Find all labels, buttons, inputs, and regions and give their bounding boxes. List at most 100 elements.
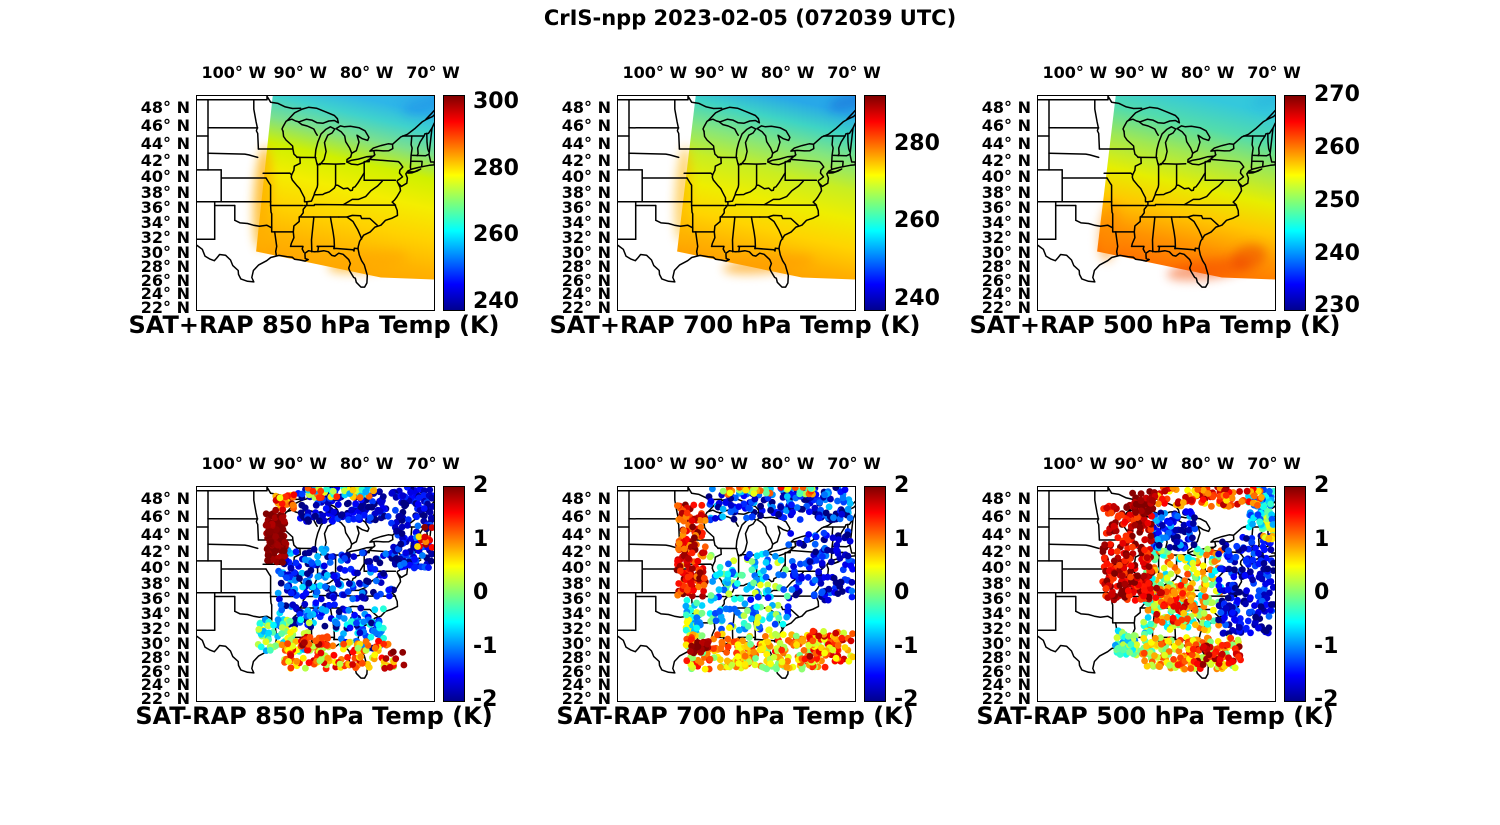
colorbar-labels: 270 260 250 240 230 [1314, 84, 1376, 317]
lat-tick-label: 44° N [981, 524, 1031, 544]
difference-dots [254, 487, 434, 673]
lat-tick-label: 46° N [981, 116, 1031, 136]
lat-tick-label: 30° N [981, 633, 1031, 653]
lat-tick-label: 38° N [140, 573, 190, 593]
lat-tick-label: 48° N [140, 98, 190, 118]
colorbar [443, 486, 465, 702]
lat-tick-label: 46° N [561, 507, 611, 527]
lat-tick-label: 40° N [561, 557, 611, 577]
lon-tick-label: 70° W [827, 454, 881, 473]
map-svg [1038, 487, 1275, 679]
lat-tick-label: 28° N [981, 256, 1031, 276]
lat-tick-label: 42° N [561, 150, 611, 170]
lat-tick-label: 26° N [561, 661, 611, 681]
field-blob [1251, 96, 1275, 108]
lat-tick-label: 22° N [140, 297, 190, 317]
lat-tick-label: 48° N [561, 98, 611, 118]
map-svg [197, 487, 434, 679]
lon-tick-label: 90° W [694, 63, 748, 82]
colorbar [443, 95, 465, 311]
lat-tick-label: 38° N [140, 182, 190, 202]
field-blob [393, 96, 429, 105]
panel-sat-minus-rap-700: 100° W 90° W 80° W 70° W 48° N 46° N 44° N 42°… [556, 444, 957, 776]
lat-tick-label: 44° N [140, 133, 190, 153]
colorbar [1284, 486, 1306, 702]
colorbar [1284, 95, 1306, 311]
lat-tick-label: 44° N [140, 524, 190, 544]
lat-tick-label: 34° N [981, 604, 1031, 624]
colorbar-tick-label: 270 [1314, 82, 1360, 107]
lat-tick-label: 22° N [561, 688, 611, 708]
lon-tick-label: 90° W [273, 63, 327, 82]
colorbar-tick-label: 0 [1314, 580, 1330, 605]
map-outlines [197, 96, 434, 288]
lat-tick-label: 32° N [981, 619, 1031, 639]
lat-tick-label: 34° N [561, 604, 611, 624]
lat-tick-label: 44° N [981, 133, 1031, 153]
lat-tick-label: 34° N [981, 213, 1031, 233]
lon-tick-label: 70° W [406, 63, 460, 82]
lat-axis: 48° N 46° N 44° N 42° N 40° N 38° N 36° N 34° N… [557, 95, 613, 316]
lon-tick-label: 80° W [760, 454, 815, 473]
map-outlines [1038, 96, 1275, 288]
colorbar [864, 95, 886, 311]
lon-tick-label: 90° W [1114, 454, 1168, 473]
lon-axis: 100° W 90° W 80° W 70° W [977, 444, 1377, 480]
lat-tick-label: 40° N [140, 557, 190, 577]
lat-tick-label: 22° N [981, 297, 1031, 317]
lat-tick-label: 44° N [561, 524, 611, 544]
lat-tick-label: 48° N [981, 98, 1031, 118]
lat-axis: 48° N 46° N 44° N 42° N 40° N 38° N 36° N 34° N… [977, 95, 1033, 316]
field-blob [674, 145, 692, 242]
field-blob [1098, 202, 1120, 262]
colorbar-tick-label: 260 [473, 222, 519, 248]
lat-tick-label: 30° N [140, 242, 190, 262]
lon-axis: 100° W 90° W 80° W 70° W [557, 53, 957, 89]
colorbar-tick-label: 240 [1314, 240, 1360, 266]
lat-tick-label: 24° N [140, 284, 190, 304]
lat-axis: 48° N 46° N 44° N 42° N 40° N 38° N 36° N 34° N… [977, 486, 1033, 707]
lat-tick-label: 38° N [561, 182, 611, 202]
lat-tick-label: 48° N [981, 489, 1031, 509]
colorbar-labels: 2 1 0 -1 -2 [1314, 475, 1376, 711]
lat-tick-label: 36° N [981, 589, 1031, 609]
panel-sat-minus-rap-850: 100° W 90° W 80° W 70° W 48° N 46° N 44° N 42°… [135, 444, 536, 776]
lat-tick-label: 26° N [140, 270, 190, 290]
lat-tick-label: 40° N [981, 166, 1031, 186]
lat-axis: 48° N 46° N 44° N 42° N 40° N 38° N 36° N 34° N… [136, 486, 192, 707]
colorbar-tick-label: 240 [473, 289, 519, 315]
lat-tick-label: 32° N [561, 228, 611, 248]
lat-tick-label: 32° N [140, 228, 190, 248]
lon-axis: 100° W 90° W 80° W 70° W [136, 444, 536, 480]
lat-tick-label: 44° N [561, 133, 611, 153]
lat-tick-label: 36° N [140, 198, 190, 218]
lat-axis: 48° N 46° N 44° N 42° N 40° N 38° N 36° N 34° N… [136, 95, 192, 316]
colorbar-tick-label: -1 [1314, 633, 1339, 659]
colorbar-tick-label: 300 [473, 88, 519, 114]
lat-tick-label: 24° N [140, 675, 190, 695]
lat-tick-label: 30° N [561, 633, 611, 653]
lat-tick-label: 24° N [981, 675, 1031, 695]
field-blob [402, 96, 434, 115]
map-outlines [618, 96, 855, 288]
lat-tick-label: 48° N [140, 489, 190, 509]
map-svg [197, 96, 434, 288]
colorbar-tick-label: 230 [1314, 293, 1360, 319]
difference-dots [673, 487, 855, 673]
lon-tick-label: 100° W [622, 63, 688, 82]
panel-sat-plus-rap-850: 100° W 90° W 80° W 70° W 48° N 46° N 44° N 42°… [128, 53, 536, 385]
lat-tick-label: 42° N [140, 150, 190, 170]
lat-tick-label: 38° N [981, 573, 1031, 593]
lat-tick-label: 36° N [561, 198, 611, 218]
map-plot-area [617, 486, 856, 702]
colorbar-tick-label: 2 [894, 473, 910, 498]
lat-tick-label: 26° N [561, 270, 611, 290]
lat-tick-label: 26° N [981, 661, 1031, 681]
field-blob [1166, 257, 1251, 281]
lat-tick-label: 46° N [140, 507, 190, 527]
figure-title: CrIS-npp 2023-02-05 (072039 UTC) [543, 6, 957, 30]
colorbar-tick-label: 2 [1314, 473, 1330, 498]
panel-title: SAT-RAP 700 hPa Temp (K) [556, 702, 914, 730]
map-plot-area [196, 95, 435, 311]
